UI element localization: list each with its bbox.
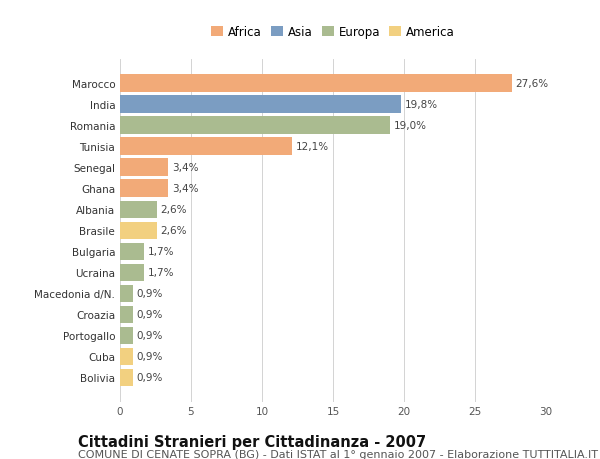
Text: 27,6%: 27,6%	[515, 79, 548, 89]
Text: 2,6%: 2,6%	[160, 205, 187, 215]
Bar	[120, 180, 168, 197]
Bar	[120, 96, 401, 113]
Text: 3,4%: 3,4%	[172, 163, 199, 173]
Legend: Africa, Asia, Europa, America: Africa, Asia, Europa, America	[206, 21, 460, 44]
Text: 3,4%: 3,4%	[172, 184, 199, 194]
Bar	[120, 138, 292, 155]
Text: 0,9%: 0,9%	[136, 289, 163, 298]
Bar	[120, 369, 133, 386]
Text: 1,7%: 1,7%	[148, 268, 174, 278]
Text: COMUNE DI CENATE SOPRA (BG) - Dati ISTAT al 1° gennaio 2007 - Elaborazione TUTTI: COMUNE DI CENATE SOPRA (BG) - Dati ISTAT…	[78, 449, 598, 459]
Text: 2,6%: 2,6%	[160, 226, 187, 235]
Text: 0,9%: 0,9%	[136, 373, 163, 382]
Text: 0,9%: 0,9%	[136, 330, 163, 341]
Bar	[120, 306, 133, 323]
Text: 19,8%: 19,8%	[405, 100, 438, 110]
Bar	[120, 327, 133, 344]
Bar	[120, 117, 390, 134]
Text: 0,9%: 0,9%	[136, 352, 163, 362]
Text: 0,9%: 0,9%	[136, 309, 163, 319]
Bar	[120, 243, 144, 260]
Text: 1,7%: 1,7%	[148, 246, 174, 257]
Bar	[120, 75, 512, 92]
Text: 19,0%: 19,0%	[394, 121, 427, 131]
Text: 12,1%: 12,1%	[295, 142, 328, 152]
Bar	[120, 285, 133, 302]
Bar	[120, 201, 157, 218]
Bar	[120, 222, 157, 239]
Bar	[120, 348, 133, 365]
Bar	[120, 264, 144, 281]
Bar	[120, 159, 168, 176]
Text: Cittadini Stranieri per Cittadinanza - 2007: Cittadini Stranieri per Cittadinanza - 2…	[78, 434, 426, 449]
